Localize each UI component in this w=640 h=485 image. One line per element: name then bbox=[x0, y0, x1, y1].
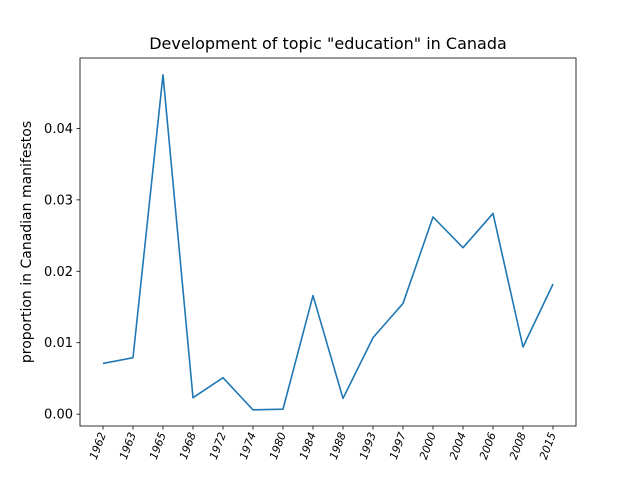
y-tick-label: 0.00 bbox=[44, 408, 73, 423]
y-tick-label: 0.03 bbox=[44, 193, 73, 208]
series-line bbox=[102, 74, 554, 411]
chart-title: Development of topic "education" in Cana… bbox=[149, 34, 507, 53]
y-tick-label: 0.04 bbox=[44, 122, 73, 137]
y-tick-label: 0.02 bbox=[44, 265, 73, 280]
axes-frame bbox=[79, 57, 577, 427]
y-tick-label: 0.01 bbox=[44, 336, 73, 351]
y-axis-label: proportion in Canadian manifestos bbox=[19, 121, 35, 363]
